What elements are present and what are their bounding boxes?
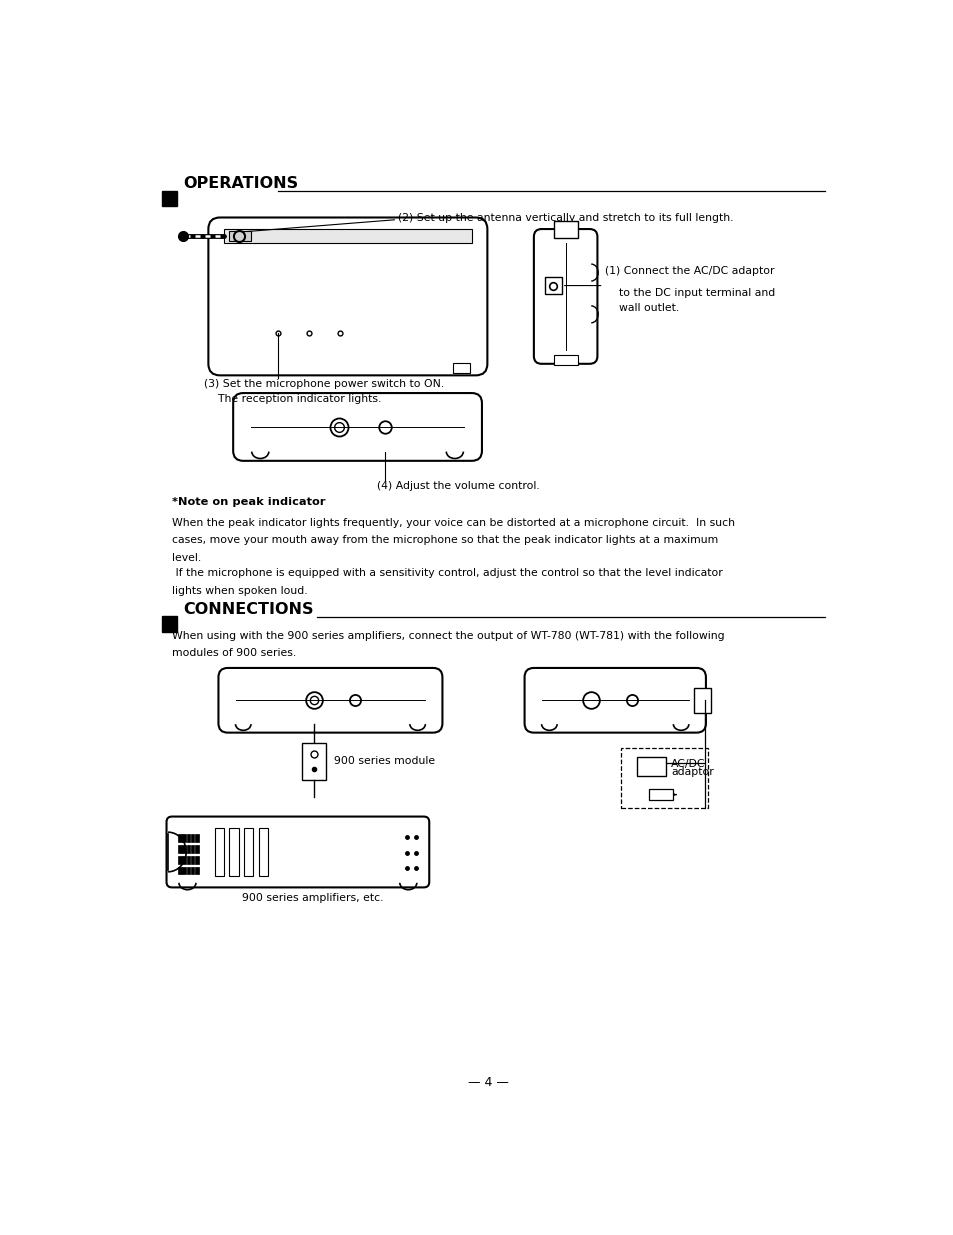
Text: level.: level. — [172, 553, 201, 563]
Bar — [553, 221, 578, 238]
Bar — [187, 845, 190, 852]
FancyBboxPatch shape — [208, 217, 487, 375]
Text: — 4 —: — 4 — — [468, 1076, 509, 1089]
Bar — [229, 829, 238, 876]
Bar — [191, 835, 194, 842]
Bar — [648, 789, 673, 800]
Bar — [224, 228, 472, 243]
Bar — [191, 867, 194, 874]
Bar — [301, 742, 326, 779]
Text: CONNECTIONS: CONNECTIONS — [183, 603, 313, 618]
Bar — [229, 231, 251, 241]
Bar — [258, 829, 268, 876]
Text: adaptor: adaptor — [670, 767, 713, 777]
Bar — [191, 856, 194, 863]
FancyBboxPatch shape — [167, 816, 429, 888]
Bar — [452, 363, 469, 373]
Bar — [187, 856, 190, 863]
Bar — [182, 845, 186, 852]
FancyBboxPatch shape — [218, 668, 442, 732]
Text: If the microphone is equipped with a sensitivity control, adjust the control so : If the microphone is equipped with a sen… — [172, 568, 722, 578]
Bar — [195, 835, 198, 842]
Bar — [178, 867, 181, 874]
Text: wall outlet.: wall outlet. — [604, 303, 679, 312]
Bar — [553, 356, 578, 366]
Text: to the DC input terminal and: to the DC input terminal and — [604, 288, 775, 298]
Bar — [187, 867, 190, 874]
FancyBboxPatch shape — [233, 393, 481, 461]
Bar — [162, 616, 177, 632]
Bar — [693, 688, 710, 714]
Text: lights when spoken loud.: lights when spoken loud. — [172, 587, 307, 597]
Bar — [178, 856, 181, 863]
Text: (3) Set the microphone power switch to ON.: (3) Set the microphone power switch to O… — [204, 379, 444, 389]
Text: *Note on peak indicator: *Note on peak indicator — [172, 496, 325, 506]
Bar — [182, 867, 186, 874]
Bar — [195, 867, 198, 874]
Text: When the peak indicator lights frequently, your voice can be distorted at a micr: When the peak indicator lights frequentl… — [172, 517, 734, 527]
Bar — [162, 190, 177, 206]
Bar — [620, 748, 707, 808]
Bar — [178, 845, 181, 852]
Text: modules of 900 series.: modules of 900 series. — [172, 648, 295, 658]
Text: 900 series module: 900 series module — [334, 756, 435, 766]
Bar — [182, 835, 186, 842]
Text: The reception indicator lights.: The reception indicator lights. — [204, 394, 381, 404]
Text: (1) Connect the AC/DC adaptor: (1) Connect the AC/DC adaptor — [604, 267, 774, 277]
FancyBboxPatch shape — [524, 668, 705, 732]
Bar — [178, 835, 181, 842]
Bar — [214, 829, 224, 876]
Text: When using with the 900 series amplifiers, connect the output of WT-780 (WT-781): When using with the 900 series amplifier… — [172, 631, 724, 641]
Text: 900 series amplifiers, etc.: 900 series amplifiers, etc. — [242, 893, 383, 903]
Bar — [637, 757, 666, 776]
Bar — [544, 277, 561, 294]
Bar — [187, 835, 190, 842]
Bar — [191, 845, 194, 852]
Text: (4) Adjust the volume control.: (4) Adjust the volume control. — [376, 482, 539, 492]
Text: AC/DC: AC/DC — [670, 758, 705, 768]
FancyBboxPatch shape — [534, 228, 597, 364]
Text: (2) Set up the antenna vertically and stretch to its full length.: (2) Set up the antenna vertically and st… — [397, 214, 733, 224]
Text: cases, move your mouth away from the microphone so that the peak indicator light: cases, move your mouth away from the mic… — [172, 535, 718, 545]
Text: OPERATIONS: OPERATIONS — [183, 177, 297, 191]
Bar — [195, 856, 198, 863]
Bar — [182, 856, 186, 863]
Bar — [195, 845, 198, 852]
Bar — [244, 829, 253, 876]
